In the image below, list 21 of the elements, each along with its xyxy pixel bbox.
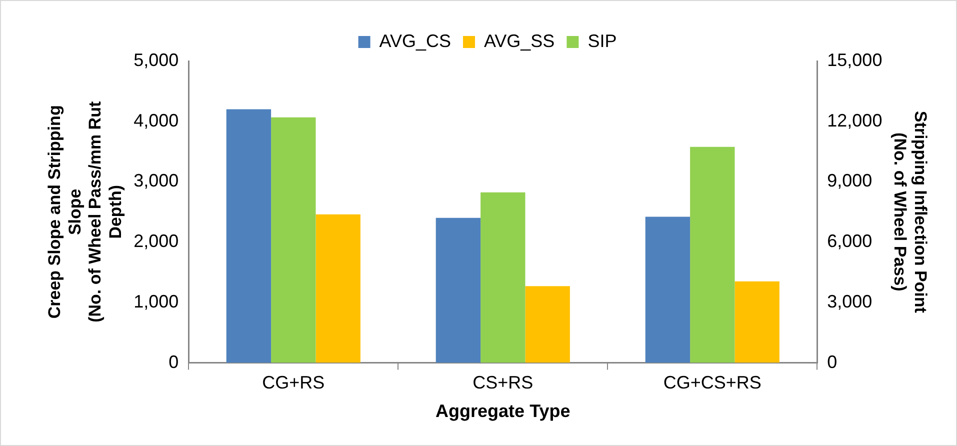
legend-label: SIP: [588, 30, 617, 51]
y-tick-label: 0: [168, 352, 179, 372]
y2-tick-label: 0: [827, 352, 838, 372]
y-axis-title: Creep Slope and Stripping Slope (No. of Wheel Pass/mm Rut Depth): [44, 101, 126, 322]
x-tick-label: CG+RS: [262, 372, 325, 393]
y2-tick-label: 9,000: [827, 170, 872, 191]
x-axis-title: Aggregate Type: [436, 401, 570, 422]
y2-tick-label: 15,000: [827, 50, 882, 70]
y-tick-label: 1,000: [134, 291, 179, 312]
y2-axis-title: Stripping Inflection Point (No. of Wheel Pass): [890, 110, 930, 314]
y2-tick-label: 12,000: [827, 110, 882, 130]
y2-tick-label: 6,000: [827, 231, 872, 252]
y-tick-label: 2,000: [134, 231, 179, 252]
y2-tick-label: 3,000: [827, 291, 872, 312]
x-tick-label: CS+RS: [472, 372, 534, 393]
y-tick-label: 5,000: [134, 50, 179, 70]
legend-label: AVG_SS: [484, 30, 555, 51]
y-tick-label: 4,000: [134, 110, 179, 130]
x-tick-label: CG+CS+RS: [663, 372, 762, 393]
legend-label: AVG_CS: [379, 30, 451, 51]
y-tick-label: 3,000: [134, 170, 179, 191]
